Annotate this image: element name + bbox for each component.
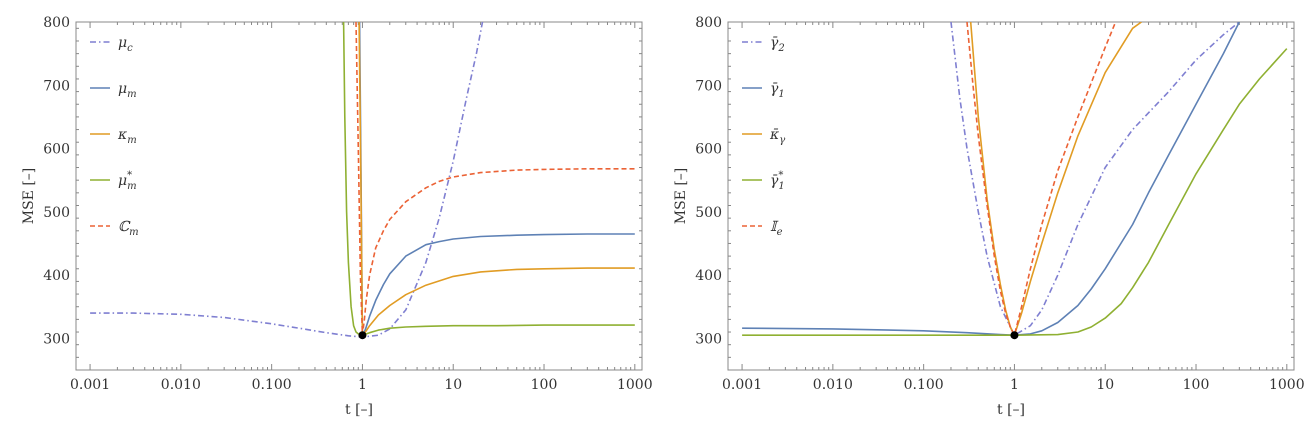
legend-symbol: 𝕀 bbox=[770, 219, 779, 235]
x-tick-label: 0.100 bbox=[904, 377, 944, 393]
legend-symbol: γ̄ bbox=[770, 35, 779, 51]
legend-label: 𝕀e bbox=[770, 219, 783, 238]
series-line-5 bbox=[355, 22, 635, 336]
legend-subscript: 1 bbox=[778, 89, 784, 100]
legend-subscript: m bbox=[127, 135, 136, 146]
x-tick-label: 100 bbox=[531, 377, 558, 393]
x-tick-label: 10 bbox=[1096, 377, 1114, 393]
legend-symbol: ℂ bbox=[118, 219, 131, 235]
y-tick-label: 700 bbox=[695, 78, 722, 94]
y-tick-label: 800 bbox=[43, 15, 70, 31]
x-axis-label: t [–] bbox=[997, 402, 1025, 418]
legend-symbol: μ bbox=[118, 81, 127, 97]
legend-symbol: γ̄ bbox=[770, 81, 779, 97]
legend-subscript: e bbox=[777, 227, 783, 238]
x-tick-label: 100 bbox=[1183, 377, 1210, 393]
legend-subscript: m bbox=[127, 181, 136, 192]
x-tick-label: 0.001 bbox=[70, 377, 110, 393]
series-line-4 bbox=[342, 22, 635, 336]
legend: γ̄2γ̄1κ̄γγ̄* 1𝕀e bbox=[742, 35, 785, 238]
y-tick-label: 300 bbox=[43, 331, 70, 347]
x-tick-label: 1 bbox=[358, 377, 367, 393]
series-line-2 bbox=[358, 22, 635, 336]
legend-subscript: m bbox=[127, 89, 136, 100]
legend-symbol: γ̄ bbox=[770, 173, 779, 189]
legend-label: μ* m bbox=[118, 170, 137, 192]
legend-label: μm bbox=[118, 81, 137, 100]
legend-superscript: * bbox=[127, 170, 132, 181]
legend-symbol: κ̄ bbox=[769, 127, 779, 143]
optimum-point bbox=[1010, 331, 1019, 340]
legend-subscript: c bbox=[127, 43, 133, 54]
y-tick-label: 400 bbox=[695, 268, 722, 284]
chart-panel-2: 0.001 0.010 0.100 1 10 100 1000 300 400 500 600 700… bbox=[673, 15, 1305, 418]
x-tick-label: 1000 bbox=[1269, 377, 1305, 393]
y-tick-label: 400 bbox=[43, 268, 70, 284]
y-axis-label: MSE [–] bbox=[21, 168, 37, 225]
x-tick-label: 0.010 bbox=[813, 377, 853, 393]
y-tick-label: 600 bbox=[43, 142, 70, 158]
chart-panel-1: 0.001 0.010 0.100 1 10 100 1000 300 400 500 600 700… bbox=[21, 15, 653, 418]
y-tick-label: 600 bbox=[695, 142, 722, 158]
legend-symbol: κ bbox=[117, 127, 127, 143]
legend-symbol: μ bbox=[118, 35, 127, 51]
series-line-1 bbox=[90, 22, 484, 338]
x-tick-label: 0.001 bbox=[722, 377, 762, 393]
series-line-1 bbox=[950, 22, 1240, 336]
x-tick-label: 0.100 bbox=[252, 377, 292, 393]
optimum-point bbox=[358, 331, 367, 340]
legend-superscript: * bbox=[778, 170, 783, 181]
legend-label: κm bbox=[117, 127, 137, 146]
legend-label: ℂm bbox=[118, 219, 139, 238]
legend-symbol: μ bbox=[118, 173, 127, 189]
legend-label: κ̄γ bbox=[769, 127, 785, 146]
x-tick-label: 10 bbox=[444, 377, 462, 393]
series-line-2 bbox=[742, 22, 1241, 336]
legend-label: γ̄1 bbox=[770, 81, 785, 100]
series-line-3 bbox=[358, 22, 635, 336]
plot-frame bbox=[727, 21, 1295, 371]
legend-subscript: 1 bbox=[778, 181, 784, 192]
y-tick-label: 700 bbox=[43, 78, 70, 94]
legend-subscript: 2 bbox=[777, 43, 784, 54]
legend-subscript: γ bbox=[779, 135, 785, 146]
x-tick-label: 1 bbox=[1010, 377, 1019, 393]
y-axis-label: MSE [–] bbox=[673, 168, 689, 225]
y-tick-label: 500 bbox=[43, 205, 70, 221]
series-layer bbox=[742, 22, 1288, 336]
y-tick-label: 300 bbox=[695, 331, 722, 347]
legend-label: μc bbox=[118, 35, 133, 54]
x-tick-label: 1000 bbox=[617, 377, 653, 393]
legend-subscript: m bbox=[129, 227, 138, 238]
x-axis-label: t [–] bbox=[345, 402, 373, 418]
y-tick-label: 800 bbox=[695, 15, 722, 31]
series-line-4 bbox=[742, 48, 1288, 336]
series-layer bbox=[90, 22, 635, 338]
plot-frame bbox=[75, 21, 643, 371]
series-line-5 bbox=[966, 22, 1117, 336]
x-tick-label: 0.010 bbox=[161, 377, 201, 393]
y-tick-label: 500 bbox=[695, 205, 722, 221]
legend-label: γ̄2 bbox=[770, 35, 785, 54]
legend-label: γ̄* 1 bbox=[770, 170, 785, 192]
